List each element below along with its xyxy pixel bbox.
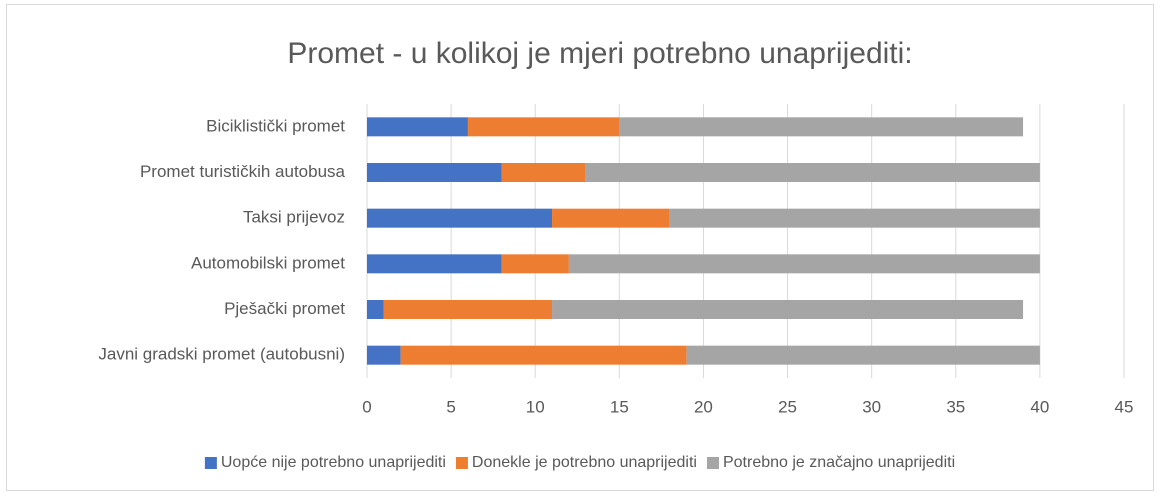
legend-swatch xyxy=(455,457,468,469)
bar-segment xyxy=(552,300,1024,319)
bar-segment xyxy=(367,117,468,137)
legend-swatch xyxy=(706,457,719,469)
bar-segment xyxy=(400,345,687,365)
chart-border xyxy=(6,4,1154,491)
legend-label: Potrebno je značajno unaprijediti xyxy=(723,454,955,471)
bar-segment xyxy=(669,208,1040,228)
y-tick-label: Javni gradski promet (autobusni) xyxy=(98,345,345,364)
y-tick-label: Promet turističkih autobusa xyxy=(140,162,346,181)
bar-segment xyxy=(367,345,401,365)
x-tick-label: 30 xyxy=(862,397,881,416)
y-tick-label: Taksi prijevoz xyxy=(243,208,345,227)
x-tick-label: 25 xyxy=(778,397,797,416)
bar-segment xyxy=(686,345,1040,365)
x-tick-label: 0 xyxy=(362,397,371,416)
x-tick-label: 5 xyxy=(446,397,455,416)
y-tick-label: Biciklistički promet xyxy=(206,116,345,135)
legend-swatch xyxy=(204,457,217,469)
y-tick-label: Pješački promet xyxy=(224,299,345,318)
bar-segment xyxy=(501,163,586,182)
x-tick-label: 45 xyxy=(1115,397,1134,416)
bar-segment xyxy=(501,254,569,274)
chart-title: Promet - u kolikoj je mjeri potrebno una… xyxy=(287,37,912,70)
x-tick-label: 40 xyxy=(1030,397,1049,416)
legend-label: Uopće nije potrebno unaprijediti xyxy=(221,454,446,471)
bar-segment xyxy=(367,300,384,319)
bar-segment xyxy=(585,163,1040,182)
bar-segment xyxy=(568,254,1040,274)
bar-segment xyxy=(367,254,502,274)
x-tick-label: 35 xyxy=(946,397,965,416)
x-tick-label: 20 xyxy=(694,397,713,416)
legend-label: Donekle je potrebno unaprijediti xyxy=(472,454,697,471)
y-tick-label: Automobilski promet xyxy=(191,253,345,272)
x-tick-label: 10 xyxy=(526,397,545,416)
bar-segment xyxy=(383,300,553,319)
x-tick-label: 15 xyxy=(610,397,629,416)
bar-segment xyxy=(552,208,670,228)
bar-segment xyxy=(619,117,1024,137)
bar-segment xyxy=(367,208,553,228)
bar-segment xyxy=(367,163,502,182)
bar-segment xyxy=(467,117,620,137)
